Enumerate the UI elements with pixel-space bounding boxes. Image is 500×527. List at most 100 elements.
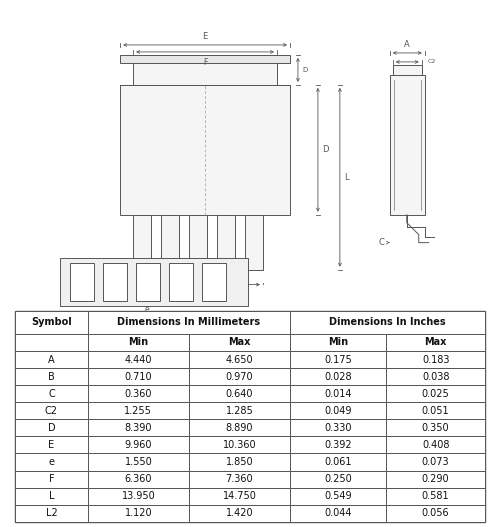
- Bar: [88, 419, 189, 436]
- Bar: [15, 334, 88, 351]
- Text: Dimensions In Millimeters: Dimensions In Millimeters: [118, 317, 260, 327]
- Bar: [70, 262, 94, 301]
- Bar: [88, 402, 189, 419]
- Bar: [290, 505, 386, 522]
- Text: 0.061: 0.061: [324, 457, 352, 467]
- Text: L: L: [48, 491, 54, 501]
- Bar: [290, 385, 386, 402]
- Bar: [15, 453, 88, 471]
- Bar: [189, 487, 290, 505]
- Bar: [290, 334, 386, 351]
- Text: Dimensions In Inches: Dimensions In Inches: [329, 317, 446, 327]
- Text: 0.028: 0.028: [324, 372, 352, 382]
- Bar: [290, 453, 386, 471]
- Bar: [88, 351, 189, 368]
- Bar: [290, 487, 386, 505]
- Bar: [15, 505, 88, 522]
- Text: 6.360: 6.360: [124, 474, 152, 484]
- Bar: [88, 385, 189, 402]
- Bar: [88, 436, 189, 453]
- Text: A: A: [404, 40, 410, 49]
- Bar: [133, 214, 151, 270]
- Text: A: A: [48, 355, 54, 365]
- Text: 0.408: 0.408: [422, 440, 450, 450]
- Text: 0.581: 0.581: [422, 491, 450, 501]
- Text: 8.390: 8.390: [124, 423, 152, 433]
- Text: 0.970: 0.970: [226, 372, 253, 382]
- Text: 0.360: 0.360: [124, 389, 152, 398]
- Bar: [290, 419, 386, 436]
- Text: 1.255: 1.255: [124, 406, 152, 416]
- Bar: [169, 262, 193, 301]
- Bar: [386, 471, 485, 487]
- Text: e: e: [48, 457, 54, 467]
- Bar: [290, 368, 386, 385]
- Text: Min: Min: [328, 337, 348, 347]
- Text: 0.044: 0.044: [324, 508, 352, 518]
- Text: 9.960: 9.960: [124, 440, 152, 450]
- Bar: [120, 85, 290, 214]
- Bar: [15, 436, 88, 453]
- Bar: [15, 471, 88, 487]
- Bar: [103, 262, 127, 301]
- Text: Max: Max: [424, 337, 447, 347]
- Text: 4.650: 4.650: [226, 355, 253, 365]
- Bar: [189, 471, 290, 487]
- Text: 1.420: 1.420: [226, 508, 253, 518]
- Bar: [15, 487, 88, 505]
- Bar: [88, 453, 189, 471]
- Text: L: L: [344, 173, 348, 182]
- Text: 7.360: 7.360: [226, 474, 253, 484]
- Bar: [290, 311, 485, 334]
- Bar: [386, 505, 485, 522]
- Text: 10.360: 10.360: [222, 440, 256, 450]
- Text: 4.440: 4.440: [124, 355, 152, 365]
- Text: 0.290: 0.290: [422, 474, 450, 484]
- Bar: [386, 334, 485, 351]
- Bar: [189, 402, 290, 419]
- Bar: [245, 214, 263, 270]
- Text: 1.285: 1.285: [226, 406, 254, 416]
- Text: Min: Min: [128, 337, 148, 347]
- Bar: [15, 311, 88, 334]
- Text: 0.350: 0.350: [422, 423, 450, 433]
- Bar: [390, 75, 424, 214]
- Bar: [386, 402, 485, 419]
- Bar: [386, 351, 485, 368]
- Bar: [15, 402, 88, 419]
- Bar: [88, 334, 189, 351]
- Text: 13.950: 13.950: [122, 491, 155, 501]
- Text: 0.175: 0.175: [324, 355, 352, 365]
- Bar: [386, 368, 485, 385]
- Text: D: D: [322, 145, 328, 154]
- Text: B: B: [195, 290, 201, 299]
- Bar: [202, 262, 226, 301]
- Text: Symbol: Symbol: [31, 317, 72, 327]
- Text: C2: C2: [45, 406, 58, 416]
- Bar: [189, 334, 290, 351]
- Text: F: F: [48, 474, 54, 484]
- Bar: [189, 368, 290, 385]
- Bar: [15, 419, 88, 436]
- Bar: [393, 65, 422, 75]
- Bar: [290, 402, 386, 419]
- Bar: [161, 214, 179, 270]
- Text: E: E: [48, 440, 54, 450]
- Bar: [88, 471, 189, 487]
- Text: F: F: [203, 58, 207, 67]
- Text: 0.640: 0.640: [226, 389, 253, 398]
- Text: 0.330: 0.330: [324, 423, 352, 433]
- Text: 0.710: 0.710: [124, 372, 152, 382]
- Text: C: C: [379, 238, 385, 247]
- Text: E: E: [202, 32, 207, 41]
- Bar: [88, 368, 189, 385]
- Text: 0.392: 0.392: [324, 440, 352, 450]
- Bar: [15, 385, 88, 402]
- Text: C2: C2: [428, 60, 436, 64]
- Text: 0.549: 0.549: [324, 491, 352, 501]
- Text: 1.120: 1.120: [124, 508, 152, 518]
- Text: B: B: [48, 372, 55, 382]
- Text: 0.051: 0.051: [422, 406, 450, 416]
- Bar: [189, 436, 290, 453]
- Bar: [189, 385, 290, 402]
